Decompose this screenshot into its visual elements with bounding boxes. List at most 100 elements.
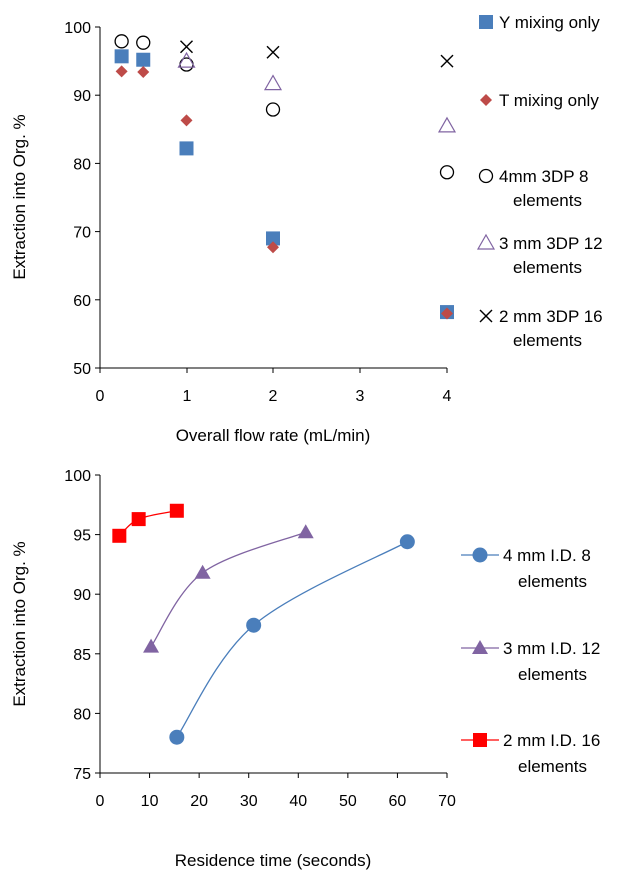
data-point	[179, 141, 194, 156]
series-4mm-3dp-8-elements	[114, 34, 455, 180]
y-tick-label: 70	[73, 225, 91, 242]
y-tick-label: 60	[73, 293, 91, 310]
legend-label: 3 mm I.D. 12 elements	[503, 639, 600, 684]
x-tick-label: 50	[339, 793, 357, 810]
legend-marker	[480, 94, 492, 106]
legend-label: 2 mm 3DP 16 elements	[499, 307, 603, 350]
bottom-y-ticks: 75 80 85 90 95 100	[64, 468, 100, 783]
legend-item-y-mixing-only: Y mixing only	[479, 13, 600, 32]
legend-item-t-mixing-only: T mixing only	[480, 91, 599, 110]
legend-label: 2 mm I.D. 16 elements	[503, 731, 600, 776]
data-point	[112, 528, 127, 543]
legend-label: 4mm 3DP 8 elements	[499, 167, 588, 210]
data-point	[297, 524, 314, 539]
legend-marker	[479, 309, 493, 323]
bottom-series-lines	[118, 510, 408, 738]
data-point	[136, 35, 151, 50]
x-tick-label: 60	[389, 793, 407, 810]
data-point	[263, 74, 283, 91]
data-point	[180, 40, 193, 54]
top-legend: Y mixing only T mixing only 4mm 3DP 8 eleme…	[476, 13, 603, 350]
legend-label: 3 mm 3DP 12 elements	[499, 234, 603, 277]
bottom-line-chart: 75 80 85 90 95 100 0 10 20 30 40 50 60 70 Residence …	[10, 468, 600, 870]
legend-item-2-mm-i-d-16-elements: 2 mm I.D. 16 elements	[461, 731, 600, 776]
x-tick-label: 0	[96, 388, 105, 405]
data-point	[266, 231, 280, 246]
data-point	[267, 241, 279, 254]
data-point	[440, 54, 454, 68]
x-tick-label: 4	[443, 388, 452, 405]
legend-label: T mixing only	[499, 91, 599, 110]
data-point	[114, 34, 129, 49]
bottom-x-ticks: 0 10 20 30 40 50 60 70	[96, 773, 456, 810]
bottom-y-axis-title: Extraction into Org. %	[10, 541, 29, 706]
series-4-mm-i-d-8-elements	[169, 534, 415, 745]
series-y-mixing-only	[114, 49, 454, 320]
y-tick-label: 85	[73, 647, 91, 664]
data-point	[115, 65, 128, 78]
legend-marker	[478, 168, 494, 184]
data-point	[137, 66, 150, 79]
series-2-mm-3dp-16-elements	[180, 40, 454, 68]
top-data-marks	[114, 34, 457, 320]
data-point	[180, 114, 193, 127]
data-point	[439, 165, 455, 180]
data-point	[265, 102, 281, 117]
data-point	[131, 512, 146, 527]
data-point	[177, 51, 196, 68]
bottom-legend: 4 mm I.D. 8 elements 3 mm I.D. 12 elements 2…	[461, 546, 600, 776]
top-x-axis-title: Overall flow rate (mL/min)	[176, 426, 371, 445]
x-tick-label: 3	[356, 388, 365, 405]
series-line-2-mm-i-d-16-elements	[118, 510, 177, 537]
legend-item-3-mm-i-d-12-elements: 3 mm I.D. 12 elements	[461, 639, 600, 684]
y-tick-label: 95	[73, 528, 91, 545]
y-tick-label: 90	[73, 587, 91, 604]
legend-item-2-mm-3dp-16-elements: 2 mm 3DP 16 elements	[479, 307, 603, 350]
y-tick-label: 90	[73, 88, 91, 105]
data-point	[437, 116, 457, 133]
data-point	[246, 617, 262, 633]
series-2-mm-i-d-16-elements	[112, 503, 184, 543]
top-scatter-chart: 50 60 70 80 90 100 0 1 2 3 4 Overall flow rate (m…	[10, 13, 603, 445]
data-point	[136, 52, 151, 67]
legend-label: Y mixing only	[499, 13, 600, 32]
top-y-ticks: 50 60 70 80 90 100	[64, 20, 100, 378]
y-tick-label: 100	[64, 468, 91, 485]
y-tick-label: 80	[73, 156, 91, 173]
x-tick-label: 70	[438, 793, 456, 810]
legend-marker	[472, 547, 488, 563]
series-t-mixing-only	[115, 65, 453, 320]
x-tick-label: 1	[183, 388, 192, 405]
legend-marker	[473, 733, 487, 747]
legend-label: 4 mm I.D. 8 elements	[503, 546, 591, 591]
legend-item-4mm-3dp-8-elements: 4mm 3DP 8 elements	[478, 167, 588, 210]
y-tick-label: 75	[73, 766, 91, 783]
x-tick-label: 40	[289, 793, 307, 810]
bottom-data-marks	[112, 503, 415, 745]
y-tick-label: 100	[64, 20, 91, 37]
series-line-3-mm-i-d-12-elements	[150, 531, 306, 648]
x-tick-label: 20	[190, 793, 208, 810]
legend-item-4-mm-i-d-8-elements: 4 mm I.D. 8 elements	[461, 546, 591, 591]
top-x-ticks: 0 1 2 3 4	[96, 368, 452, 405]
series-3-mm-i-d-12-elements	[143, 524, 314, 653]
data-point	[266, 45, 280, 59]
x-tick-label: 10	[141, 793, 159, 810]
y-tick-label: 50	[73, 361, 91, 378]
top-y-axis-title: Extraction into Org. %	[10, 114, 29, 279]
x-tick-label: 0	[96, 793, 105, 810]
x-tick-label: 30	[240, 793, 258, 810]
data-point	[114, 49, 129, 64]
data-point	[169, 503, 184, 518]
data-point	[143, 638, 160, 653]
series-line-4-mm-i-d-8-elements	[176, 541, 408, 738]
legend-marker	[476, 233, 496, 250]
legend-marker	[479, 15, 493, 29]
series-3-mm-3dp-12-elements	[177, 51, 457, 133]
data-point	[169, 729, 185, 745]
data-point	[399, 534, 415, 550]
legend-marker	[472, 640, 488, 654]
bottom-x-axis-title: Residence time (seconds)	[175, 851, 372, 870]
data-point	[194, 564, 211, 579]
